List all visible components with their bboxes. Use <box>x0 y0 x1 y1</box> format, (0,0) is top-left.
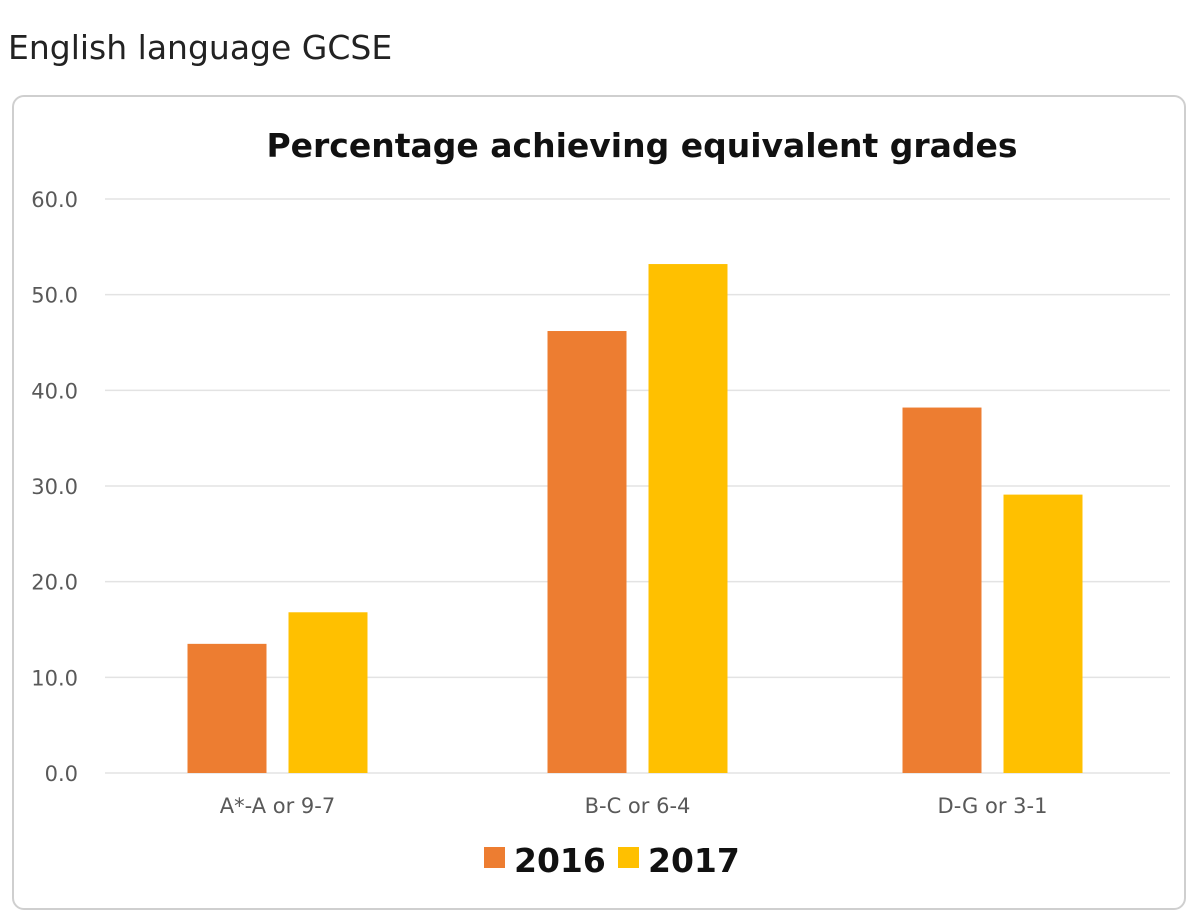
page-title: English language GCSE <box>8 28 393 67</box>
y-tick-label: 20.0 <box>31 571 78 595</box>
legend-swatch-2017 <box>618 847 639 868</box>
legend-label: 2016 <box>514 841 606 880</box>
bar-2016-1 <box>547 331 627 773</box>
x-tick-label: A*-A or 9-7 <box>220 794 335 818</box>
bar-2017-0 <box>288 612 368 773</box>
y-tick-label: 10.0 <box>31 666 78 690</box>
bar-2016-2 <box>902 407 982 773</box>
legend-label: 2017 <box>648 841 740 880</box>
y-tick-label: 40.0 <box>31 379 78 403</box>
x-tick-label: B-C or 6-4 <box>585 794 691 818</box>
y-tick-label: 60.0 <box>31 188 78 212</box>
chart-title: Percentage achieving equivalent grades <box>266 126 1017 165</box>
x-tick-label: D-G or 3-1 <box>938 794 1048 818</box>
legend-swatch-2016 <box>484 847 505 868</box>
bar-2016-0 <box>187 643 267 773</box>
y-tick-label: 50.0 <box>31 284 78 308</box>
bar-2017-1 <box>648 264 728 773</box>
y-tick-label: 0.0 <box>45 762 78 786</box>
y-tick-label: 30.0 <box>31 475 78 499</box>
bar-2017-2 <box>1003 494 1083 773</box>
